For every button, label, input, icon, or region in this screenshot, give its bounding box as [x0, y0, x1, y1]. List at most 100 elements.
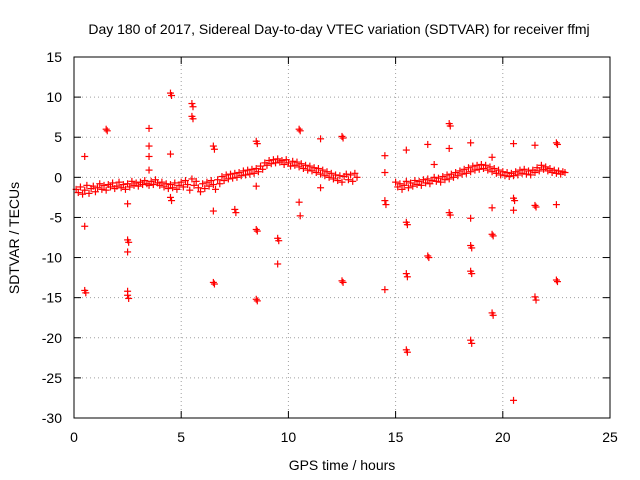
- data-point: [336, 172, 344, 180]
- data-point: [306, 162, 314, 170]
- data-point: [422, 179, 430, 187]
- data-point: [514, 171, 522, 179]
- data-point: [542, 163, 550, 171]
- data-point: [190, 181, 198, 189]
- data-point: [396, 180, 404, 188]
- data-point: [347, 171, 355, 179]
- data-point: [495, 166, 503, 174]
- data-point: [119, 181, 127, 189]
- data-point: [511, 197, 519, 205]
- data-point: [199, 180, 207, 188]
- data-point: [145, 124, 153, 132]
- data-point: [468, 339, 476, 347]
- data-point: [82, 289, 90, 297]
- data-point: [553, 140, 561, 148]
- x-tick-label: 20: [495, 429, 511, 445]
- data-point: [125, 294, 133, 302]
- data-point: [467, 214, 475, 222]
- data-point: [446, 211, 454, 219]
- data-point: [482, 161, 490, 169]
- data-point: [210, 145, 218, 153]
- data-point: [499, 168, 507, 176]
- data-point: [162, 180, 170, 188]
- data-point: [96, 180, 104, 188]
- data-point: [209, 278, 217, 286]
- data-point: [94, 184, 102, 192]
- data-point: [293, 158, 301, 166]
- x-tick-label: 10: [281, 429, 297, 445]
- data-point: [349, 177, 357, 185]
- data-point: [546, 165, 554, 173]
- data-point: [460, 165, 468, 173]
- data-point: [229, 174, 237, 182]
- data-point: [552, 201, 560, 209]
- data-point: [334, 177, 342, 185]
- data-point: [527, 171, 535, 179]
- data-point: [295, 198, 303, 206]
- data-point: [381, 286, 389, 294]
- data-point: [79, 190, 87, 198]
- data-point: [392, 178, 400, 186]
- data-point: [233, 173, 241, 181]
- data-point: [179, 183, 187, 191]
- data-point: [189, 103, 197, 111]
- y-tick-label: -10: [42, 250, 62, 266]
- data-point: [173, 185, 181, 193]
- data-point: [184, 181, 192, 189]
- data-point: [510, 172, 518, 180]
- data-point: [171, 179, 179, 187]
- data-point: [424, 252, 432, 260]
- data-point: [353, 173, 361, 181]
- data-point: [126, 183, 134, 191]
- plot-frame: [73, 56, 611, 419]
- x-tick-labels: 0 5 10 15 20 25: [70, 429, 618, 445]
- data-point: [404, 184, 412, 192]
- data-point: [102, 125, 110, 133]
- data-point: [89, 182, 97, 190]
- data-point: [166, 193, 174, 201]
- data-point: [488, 230, 496, 238]
- data-point: [449, 173, 457, 181]
- data-point: [121, 185, 129, 193]
- data-point: [209, 207, 217, 215]
- data-point: [192, 177, 200, 185]
- data-point: [231, 205, 239, 213]
- data-point: [338, 178, 346, 186]
- y-tick-label: -20: [42, 330, 62, 346]
- data-point: [177, 178, 185, 186]
- data-point: [209, 142, 217, 150]
- axis-ticks: [73, 56, 611, 419]
- data-point: [188, 100, 196, 108]
- data-point: [317, 184, 325, 192]
- data-point: [186, 186, 194, 194]
- data-point: [411, 177, 419, 185]
- data-point: [145, 152, 153, 160]
- data-point: [253, 297, 261, 305]
- data-point: [403, 273, 411, 281]
- x-tick-label: 5: [177, 429, 185, 445]
- data-point: [488, 153, 496, 161]
- data-point: [85, 189, 93, 197]
- data-point: [231, 169, 239, 177]
- data-point: [535, 167, 543, 175]
- data-point: [469, 162, 477, 170]
- data-point: [81, 222, 89, 230]
- data-point: [124, 248, 132, 256]
- data-point: [325, 173, 333, 181]
- data-point: [218, 173, 226, 181]
- data-point: [467, 168, 475, 176]
- data-point: [344, 176, 352, 184]
- data-point: [477, 160, 485, 168]
- data-point: [207, 177, 215, 185]
- data-point: [489, 311, 497, 319]
- data-point: [310, 164, 318, 172]
- data-point: [323, 168, 331, 176]
- data-point: [561, 169, 569, 177]
- data-point: [83, 181, 91, 189]
- data-point: [227, 170, 235, 178]
- data-point: [81, 152, 89, 160]
- data-point: [304, 166, 312, 174]
- data-point: [139, 181, 147, 189]
- data-point: [434, 174, 442, 182]
